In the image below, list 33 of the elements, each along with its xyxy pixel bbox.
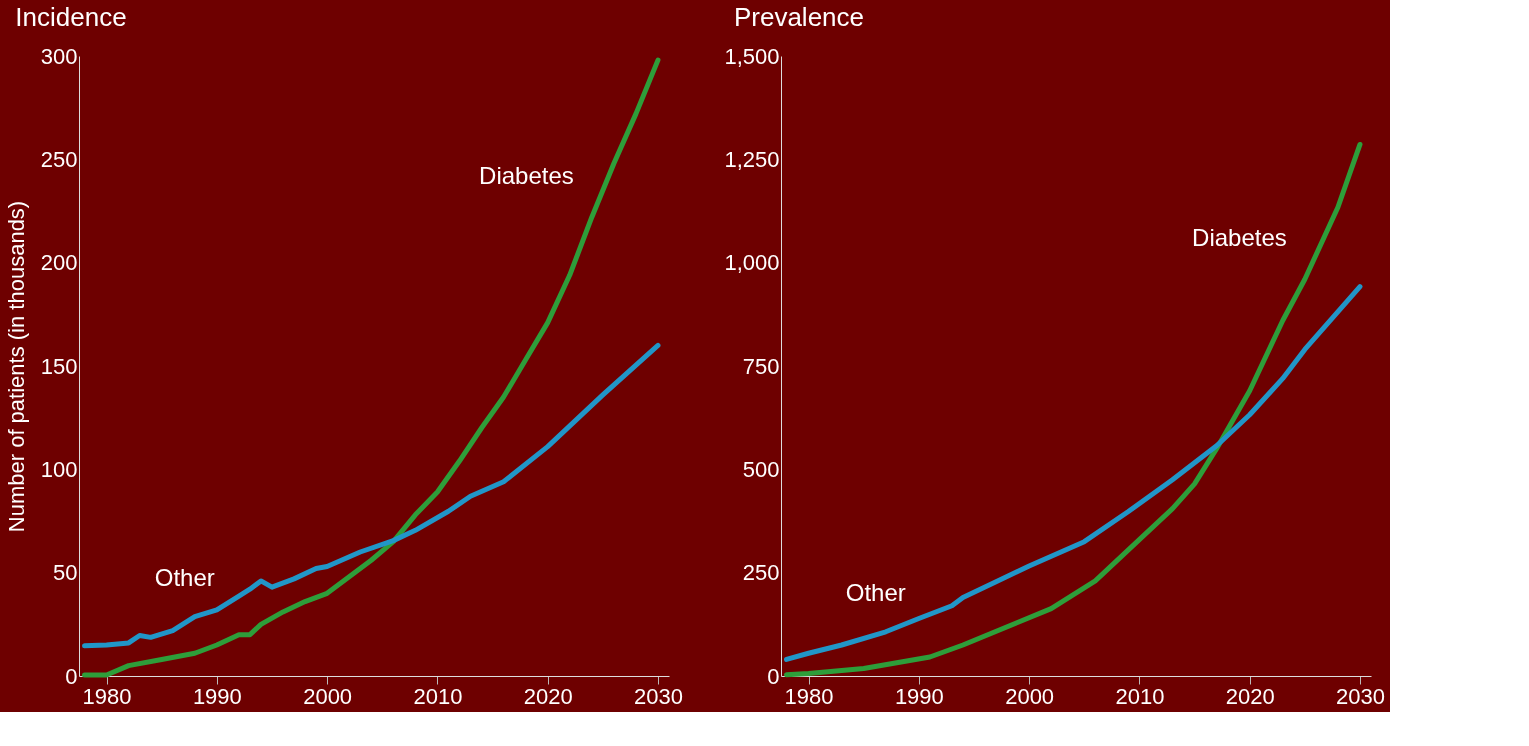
- chart-title: Incidence: [15, 2, 127, 32]
- x-tick-label: 1990: [894, 683, 944, 709]
- y-tick-label: 300: [40, 43, 78, 69]
- x-tick-label: 1990: [192, 683, 242, 709]
- y-tick-label: 50: [53, 560, 78, 586]
- series-label: Other: [154, 563, 215, 591]
- x-tick-label: 2010: [413, 683, 463, 709]
- y-tick-label: 500: [742, 456, 780, 482]
- y-tick-label: 250: [742, 560, 780, 586]
- y-tick-label: 200: [40, 250, 78, 276]
- series-label: Other: [845, 578, 906, 606]
- x-tick-label: 2000: [1005, 683, 1055, 709]
- y-tick-label: 1,000: [724, 250, 780, 276]
- y-tick-label: 1,500: [724, 43, 780, 69]
- series-label: Diabetes: [1192, 224, 1287, 252]
- x-tick-label: 2030: [1336, 683, 1385, 709]
- y-tick-label: 250: [40, 146, 78, 172]
- x-tick-label: 2010: [1115, 683, 1165, 709]
- series-label: Diabetes: [479, 162, 574, 190]
- x-tick-label: 2020: [523, 683, 573, 709]
- x-tick-label: 1980: [784, 683, 834, 709]
- x-tick-label: 1980: [82, 683, 132, 709]
- x-tick-label: 2000: [303, 683, 353, 709]
- y-tick-label: 1,250: [724, 146, 780, 172]
- x-tick-label: 2020: [1225, 683, 1275, 709]
- y-tick-label: 0: [65, 663, 78, 689]
- y-tick-label: 0: [767, 663, 780, 689]
- y-tick-label: 100: [40, 456, 78, 482]
- y-tick-label: 750: [742, 353, 780, 379]
- x-tick-label: 2030: [634, 683, 683, 709]
- y-tick-label: 150: [40, 353, 78, 379]
- y-axis-title: Number of patients (in thousands): [3, 200, 29, 533]
- chart-title: Prevalence: [733, 2, 865, 32]
